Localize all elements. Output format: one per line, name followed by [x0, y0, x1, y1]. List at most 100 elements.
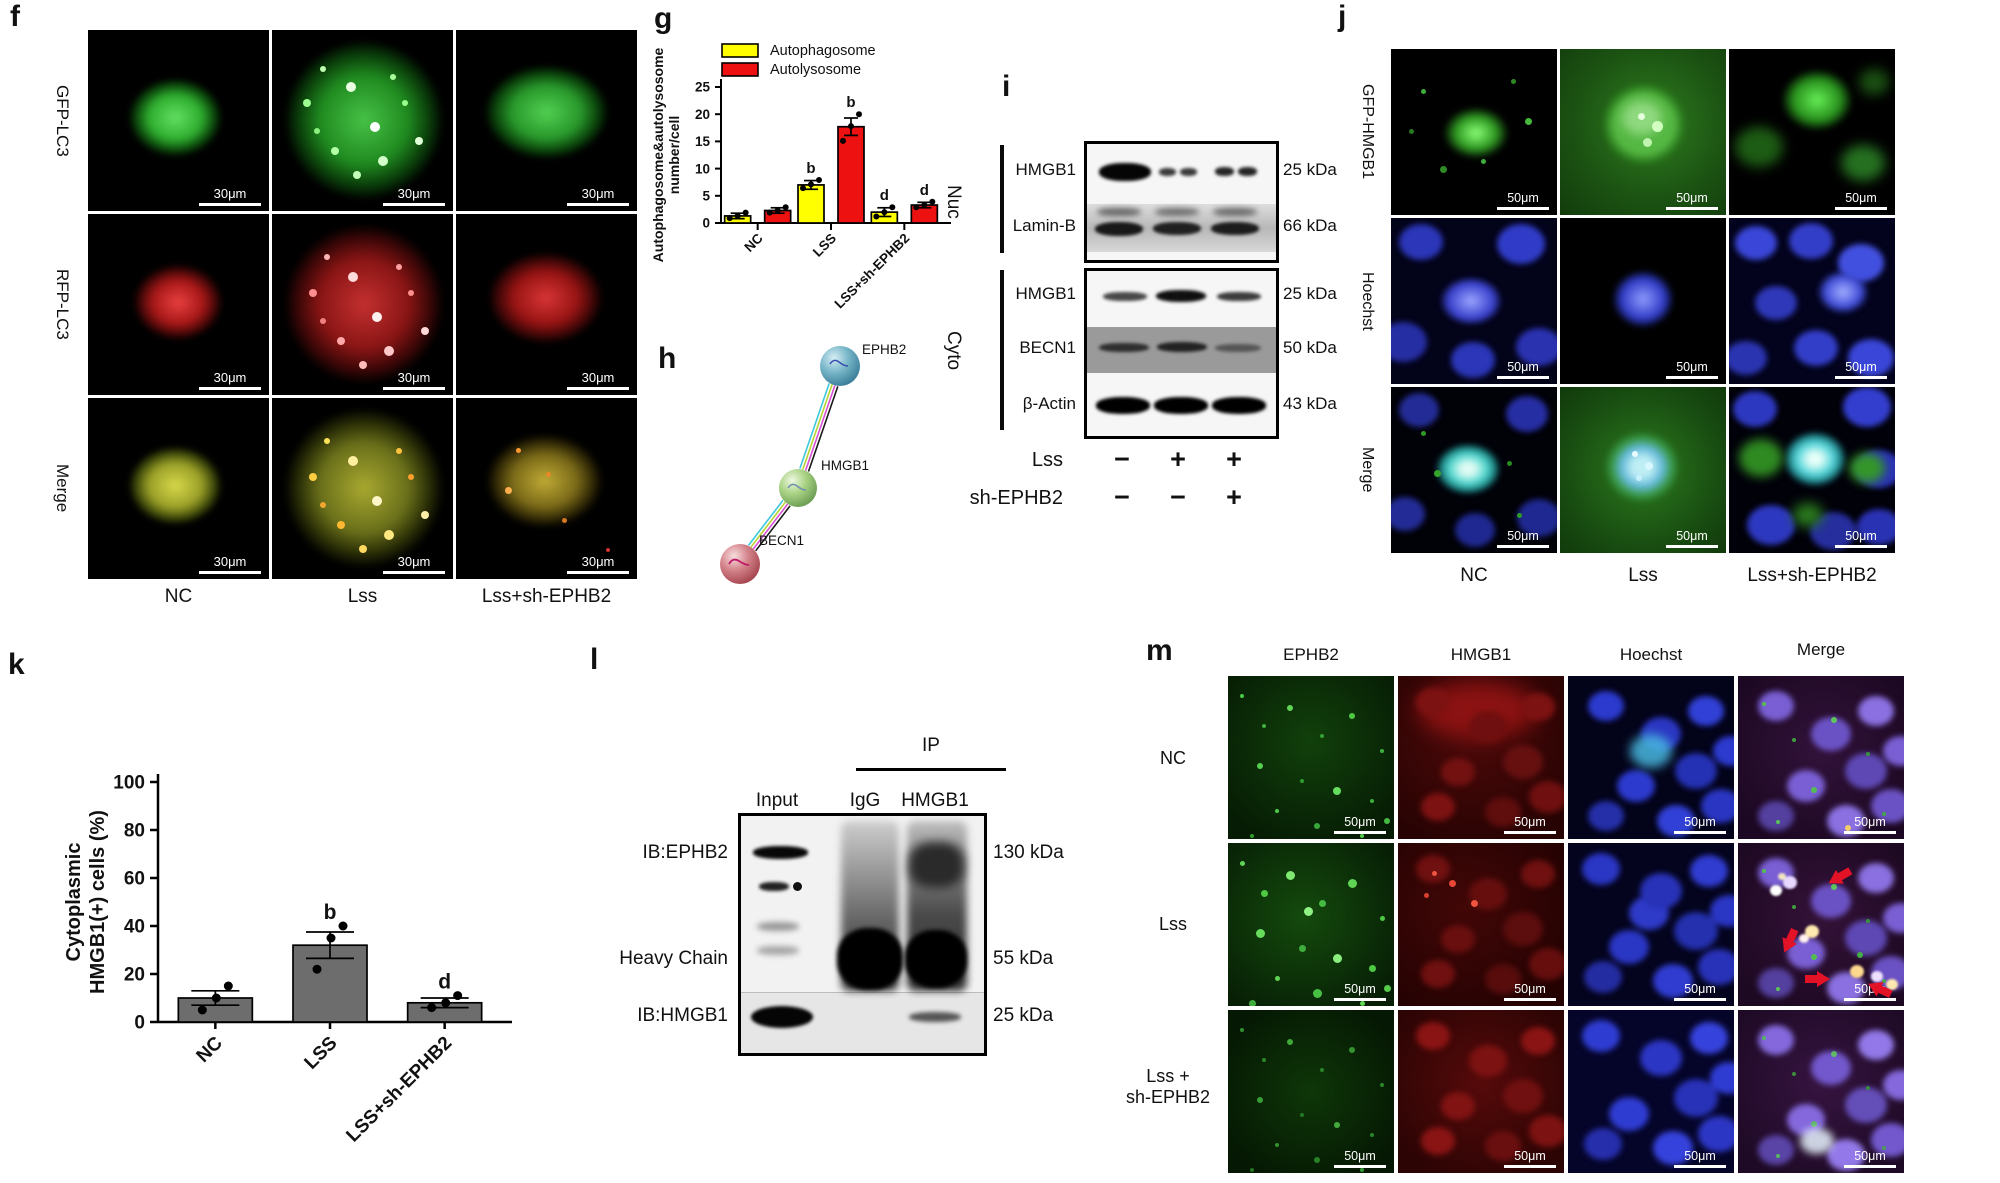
j-merge-sh-image: 50μm — [1729, 387, 1895, 553]
svg-text:d: d — [920, 182, 929, 199]
lane-label-input: Input — [755, 790, 799, 811]
f-merge-sh-image: 30μm — [456, 398, 637, 579]
scale-bar: 50μm — [1334, 815, 1386, 834]
scale-bar-label: 50μm — [1514, 814, 1546, 829]
scale-bar: 30μm — [567, 369, 629, 390]
node-label-hmgb1: HMGB1 — [821, 458, 869, 473]
ip-bracket-line — [856, 768, 1006, 771]
f-merge-lss-image: 30μm — [272, 398, 453, 579]
nuc-label: Nuc — [943, 185, 964, 219]
m-col-label-hmgb1: HMGB1 — [1450, 645, 1512, 664]
scale-bar-label: 50μm — [1845, 190, 1877, 205]
node-becn1 — [720, 544, 760, 584]
scale-bar-label: 30μm — [213, 369, 247, 385]
f-gfp-nc-image: 30μm — [88, 30, 269, 211]
condition-symbol: + — [1170, 444, 1186, 474]
red-arrow-icon — [1776, 925, 1803, 956]
mw-label: 43 kDa — [1283, 394, 1337, 413]
j-col-label-lss-sh: Lss+sh-EPHB2 — [1747, 565, 1877, 586]
scale-bar-label: 50μm — [1854, 814, 1886, 829]
m-hmgb1-sh-image: 50μm — [1398, 1010, 1564, 1173]
m-ephb2-nc-image: 50μm — [1228, 676, 1394, 839]
scale-bar: 50μm — [1504, 814, 1556, 834]
svg-text:d: d — [438, 971, 451, 994]
m-row-label-nc: NC — [1160, 748, 1186, 768]
lane-label-igg: IgG — [849, 790, 881, 811]
node-becn1-structure — [728, 558, 750, 566]
scale-bar: 50μm — [1497, 191, 1549, 210]
m-row-label-lss-sh: Lss + sh-EPHB2 — [1125, 1066, 1211, 1107]
scale-bar-label: 50μm — [1684, 981, 1716, 996]
svg-text:20: 20 — [695, 107, 710, 122]
svg-text:NC: NC — [193, 1032, 227, 1066]
scale-bar: 30μm — [383, 370, 445, 390]
scale-bar-label: 50μm — [1845, 359, 1877, 374]
m-merge-sh-image: 50μm — [1738, 1010, 1904, 1173]
scale-bar: 30μm — [199, 553, 261, 574]
scale-bar: 50μm — [1666, 360, 1718, 379]
m-ephb2-sh-image: 50μm — [1228, 1010, 1394, 1173]
scale-bar: 50μm — [1674, 814, 1726, 834]
mw-label: 50 kDa — [1283, 338, 1337, 357]
j-hoechst-sh-image: 50μm — [1729, 218, 1895, 384]
j-image-grid: 50μm 50μm 50μm 50μm 50μm 50μm — [1391, 49, 1895, 553]
scale-bar-label: 50μm — [1676, 528, 1708, 543]
panel-h-label: h — [658, 342, 677, 375]
scale-bar-label: 30μm — [581, 553, 615, 569]
scale-bar-label: 50μm — [1845, 528, 1877, 543]
scale-bar: 50μm — [1497, 528, 1549, 548]
svg-text:LSS+sh-EPHB2: LSS+sh-EPHB2 — [832, 231, 913, 312]
svg-text:b: b — [846, 94, 855, 111]
scale-bar-label: 30μm — [581, 185, 615, 201]
condition-symbol: + — [1226, 482, 1242, 512]
protein-label: HMGB1 — [1015, 160, 1076, 179]
scale-bar-label: 30μm — [397, 185, 431, 201]
protein-label: Lamin-B — [1012, 216, 1076, 235]
svg-text:Autolysosome: Autolysosome — [770, 62, 861, 78]
scale-bar: 50μm — [1674, 981, 1726, 1001]
j-hoechst-nc-image: 50μm — [1391, 218, 1557, 384]
scale-bar: 50μm — [1334, 982, 1386, 1001]
scale-bar-label: 30μm — [213, 553, 247, 569]
svg-text:LSS: LSS — [301, 1033, 342, 1074]
svg-text:25: 25 — [695, 80, 711, 95]
condition-symbol: − — [1114, 444, 1130, 474]
scale-bar-label: 30μm — [397, 553, 431, 569]
scale-bar: 30μm — [199, 185, 261, 206]
f-rfp-nc-image: 30μm — [88, 214, 269, 395]
scale-bar-label: 50μm — [1507, 528, 1539, 543]
m-merge-nc-image: 50μm — [1738, 676, 1904, 839]
protein-label: HMGB1 — [1015, 284, 1076, 303]
scale-bar-label: 30μm — [213, 185, 247, 201]
svg-text:0: 0 — [702, 216, 710, 231]
blot-row-label: Heavy Chain — [619, 948, 728, 969]
mw-label: 66 kDa — [1283, 216, 1337, 235]
edge-ephb2-hmgb1 — [799, 383, 839, 472]
node-hmgb1-structure — [787, 483, 807, 491]
ip-label: IP — [922, 735, 940, 756]
scale-bar: 30μm — [383, 553, 445, 574]
scale-bar: 30μm — [199, 369, 261, 390]
protein-interaction-network: EPHB2 HMGB1 BECN1 — [720, 342, 906, 584]
m-hmgb1-lss-image: 50μm — [1398, 843, 1564, 1006]
m-row-label-lss: Lss — [1158, 914, 1187, 934]
svg-text:80: 80 — [124, 821, 145, 842]
svg-text:40: 40 — [124, 917, 145, 938]
scale-bar-label: 50μm — [1684, 814, 1716, 829]
scale-bar-label: 50μm — [1507, 359, 1539, 374]
panel-l-label: l — [590, 643, 599, 676]
node-hmgb1 — [779, 469, 817, 507]
scale-bar-label: 50μm — [1854, 1148, 1886, 1163]
scale-bar-label: 50μm — [1514, 1148, 1546, 1163]
j-row-label-hoechst: Hoechst — [1359, 271, 1376, 331]
scale-bar-label: 30μm — [581, 369, 615, 385]
svg-text:LSS: LSS — [810, 231, 839, 260]
panel-f-label: f — [10, 0, 20, 33]
cytoplasmic-blot-box — [1084, 268, 1279, 439]
panel-j-label: j — [1338, 0, 1347, 33]
svg-text:5: 5 — [702, 189, 710, 204]
cyto-bracket — [1000, 270, 1004, 430]
panel-g-label: g — [654, 2, 673, 35]
j-merge-nc-image: 50μm — [1391, 387, 1557, 553]
